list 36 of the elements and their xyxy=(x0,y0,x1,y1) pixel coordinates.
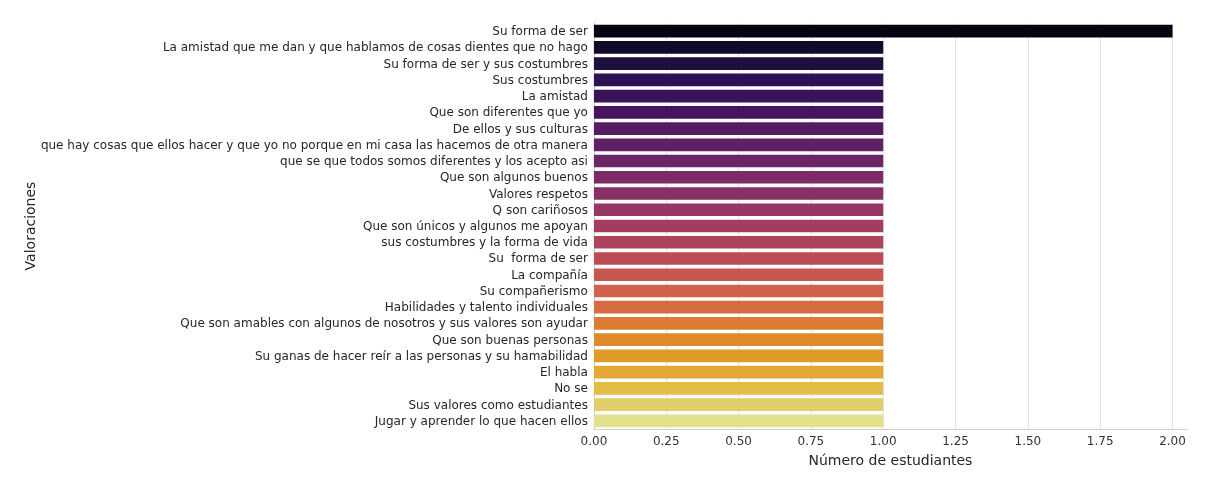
y-tick-label: De ellos y sus culturas xyxy=(452,121,588,136)
y-tick-label: La amistad xyxy=(521,89,588,104)
y-axis-title: Valoraciones xyxy=(22,181,38,271)
y-tick-label: El habla xyxy=(539,365,588,380)
y-tick-label: Su forma de ser y sus costumbres xyxy=(383,56,588,71)
x-tick-label: 1.00 xyxy=(869,434,897,448)
x-tick-label: 1.50 xyxy=(1014,434,1042,448)
x-tick-label: 1.75 xyxy=(1086,434,1114,448)
y-tick-label: Su compañerismo xyxy=(479,283,588,298)
x-tick-label: 0.00 xyxy=(580,434,608,448)
x-tick-label: 2.00 xyxy=(1159,434,1186,448)
x-axis-title: Número de estudiantes xyxy=(808,452,973,468)
y-tick-label: Su forma de ser xyxy=(488,251,588,266)
x-tick-label: 1.25 xyxy=(942,434,969,448)
x-tick-label: 0.25 xyxy=(652,434,680,448)
y-tick-label: La amistad que me dan y que hablamos de cosas dientes que no hago xyxy=(162,40,588,55)
y-tick-label: que hay cosas que ellos hacer y que yo no porque en mi casa las hacemos de otra manera xyxy=(40,137,588,152)
y-tick-label: Que son únicos y algunos me apoyan xyxy=(362,219,588,233)
y-tick-label: Que son amables con algunos de nosotros y sus valores son ayudar xyxy=(180,316,588,331)
y-tick-label: Su forma de ser xyxy=(492,24,588,39)
y-tick-label: Jugar y aprender lo que hacen ellos xyxy=(373,413,588,428)
y-tick-label: Valores respetos xyxy=(488,186,588,201)
y-tick-label: Que son algunos buenos xyxy=(439,170,588,185)
x-tick-label: 0.50 xyxy=(725,434,752,448)
x-tick-label: 0.75 xyxy=(797,434,825,448)
y-tick-label: Q son cariñosos xyxy=(492,202,588,217)
y-tick-label: sus costumbres y la forma de vida xyxy=(381,235,588,250)
y-tick-label: que se que todos somos diferentes y los acepto asi xyxy=(280,154,588,169)
y-tick-label: Sus valores como estudiantes xyxy=(408,397,588,412)
y-tick-label: Su ganas de hacer reír a las personas y su hamabilidad xyxy=(254,348,588,363)
y-tick-label: Que son buenas personas xyxy=(432,332,588,347)
y-tick-label: No se xyxy=(554,381,588,396)
y-tick-label: Sus costumbres xyxy=(492,72,588,87)
y-tick-label: Habilidades y talento individuales xyxy=(384,300,588,315)
y-tick-label: Que son diferentes que yo xyxy=(429,105,588,120)
y-tick-label: La compañía xyxy=(511,267,588,282)
